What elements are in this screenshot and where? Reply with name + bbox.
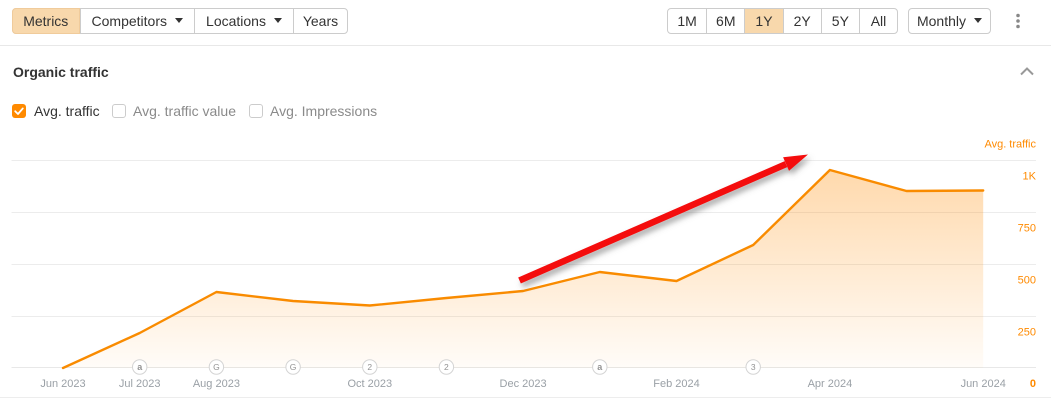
svg-text:Apr 2024: Apr 2024 xyxy=(808,378,853,390)
svg-text:Jul 2023: Jul 2023 xyxy=(119,378,161,390)
svg-text:0: 0 xyxy=(1030,378,1036,390)
svg-text:Oct 2023: Oct 2023 xyxy=(347,378,392,390)
svg-text:Dec 2023: Dec 2023 xyxy=(500,378,547,390)
svg-text:2: 2 xyxy=(367,362,372,372)
svg-text:Jun 2023: Jun 2023 xyxy=(40,378,85,390)
svg-text:a: a xyxy=(137,362,143,372)
svg-text:500: 500 xyxy=(1018,275,1036,287)
svg-text:250: 250 xyxy=(1018,327,1036,339)
svg-text:Jun 2024: Jun 2024 xyxy=(961,378,1006,390)
svg-text:G: G xyxy=(290,362,297,372)
svg-text:750: 750 xyxy=(1018,223,1036,235)
svg-text:2: 2 xyxy=(444,362,449,372)
svg-text:3: 3 xyxy=(751,362,756,372)
svg-text:1K: 1K xyxy=(1023,171,1037,183)
svg-text:Aug 2023: Aug 2023 xyxy=(193,378,240,390)
svg-text:G: G xyxy=(213,362,220,372)
svg-text:Avg. traffic: Avg. traffic xyxy=(984,139,1036,151)
svg-text:a: a xyxy=(597,362,603,372)
svg-text:Feb 2024: Feb 2024 xyxy=(653,378,699,390)
